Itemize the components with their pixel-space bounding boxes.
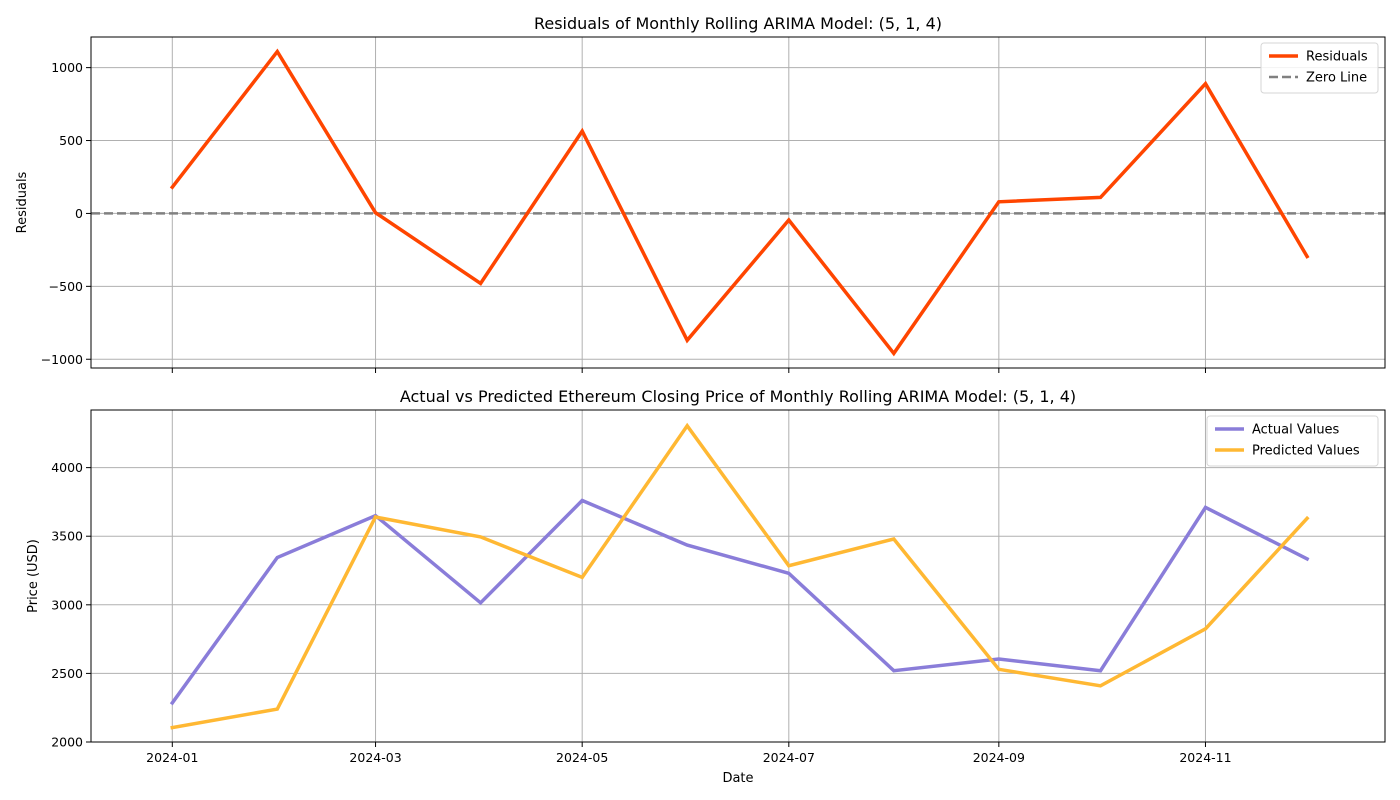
- axes-frame: [90, 36, 1386, 369]
- y-tick-label: 0: [75, 206, 83, 221]
- x-tick-label: 2024-05: [556, 750, 608, 765]
- legend: Actual Values Predicted Values: [1206, 415, 1379, 467]
- y-tick-label: 2000: [51, 735, 83, 750]
- y-axis-label: Price (USD): [26, 539, 41, 613]
- chart-title: Actual vs Predicted Ethereum Closing Pri…: [400, 387, 1076, 406]
- x-tick-label: 2024-09: [973, 750, 1025, 765]
- legend-label: Actual Values: [1252, 423, 1340, 438]
- legend-label: Zero Line: [1306, 71, 1367, 86]
- axes-frame: [90, 409, 1386, 743]
- x-tick-label: 2024-07: [763, 750, 815, 765]
- y-tick-label: 2500: [51, 666, 83, 681]
- y-tick-label: 500: [59, 133, 83, 148]
- y-tick-label: −1000: [41, 352, 83, 367]
- x-tick-label: 2024-03: [349, 750, 401, 765]
- y-tick-label: 4000: [51, 460, 83, 475]
- y-tick-label: 3000: [51, 597, 83, 612]
- x-tick-label: 2024-01: [146, 750, 198, 765]
- y-tick-label: 3500: [51, 529, 83, 544]
- legend-label: Residuals: [1306, 50, 1368, 65]
- legend-label: Predicted Values: [1252, 444, 1360, 459]
- y-tick-label: 1000: [51, 60, 83, 75]
- x-axis-label: Date: [722, 771, 753, 786]
- y-axis-label: Residuals: [15, 171, 30, 233]
- chart-panel-2: 2024-01 2024-03 2024-05 2024-07 2024-09 2024-…: [26, 387, 1386, 786]
- chart-panel-1: −1000 −500 0 500 1000 Residuals of Monthly Ro…: [15, 14, 1386, 373]
- x-tick-label: 2024-11: [1179, 750, 1231, 765]
- series-line-predicted-values: [170, 422, 1310, 730]
- series-line-residuals: [169, 48, 1310, 357]
- series-line-actual-values: [169, 498, 1310, 706]
- y-tick-label: −500: [49, 279, 83, 294]
- chart-title: Residuals of Monthly Rolling ARIMA Model…: [534, 14, 942, 33]
- legend: Residuals Zero Line: [1260, 42, 1379, 94]
- legend-box: [1206, 415, 1379, 467]
